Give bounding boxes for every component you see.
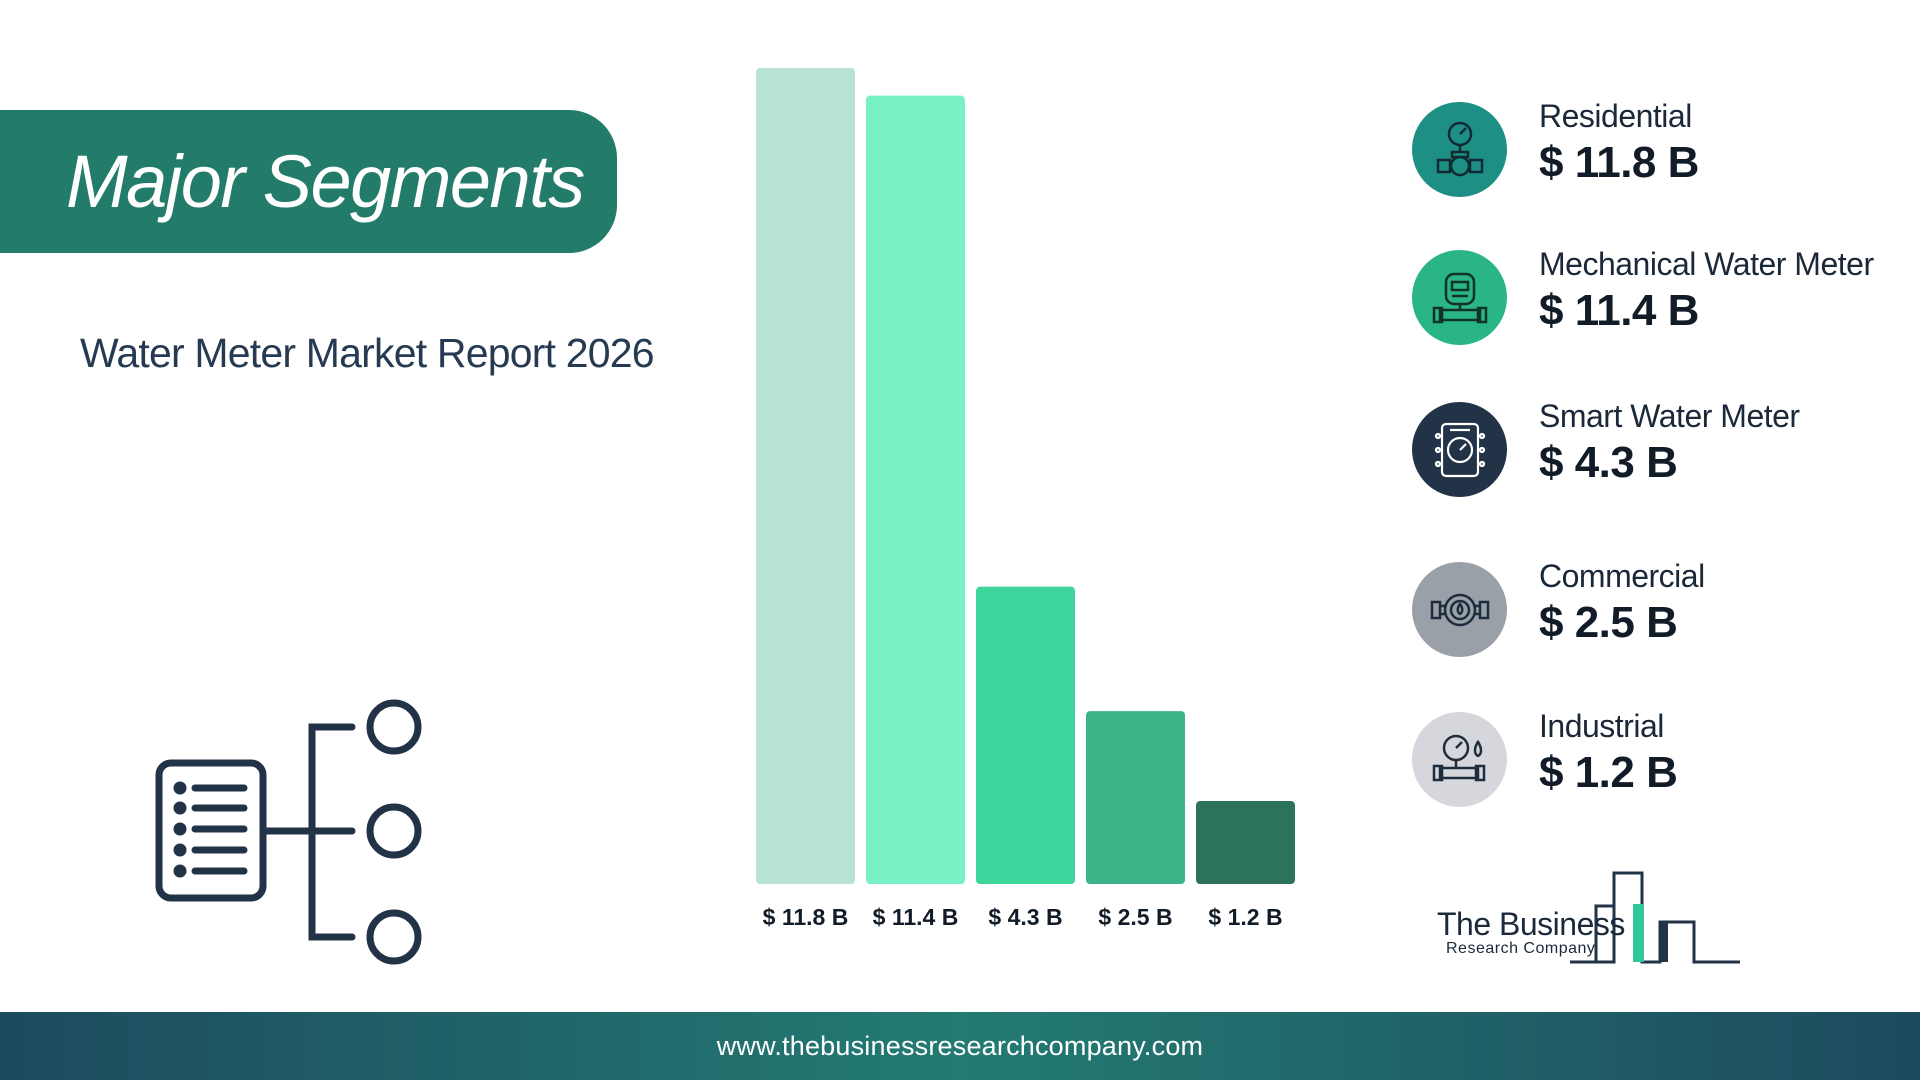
bar-value-label: $ 2.5 B xyxy=(1098,904,1172,930)
legend-value: $ 1.2 B xyxy=(1539,748,1678,797)
logo-text-line1: The Business xyxy=(1437,906,1625,942)
company-logo: The Business Research Company xyxy=(1432,870,1752,970)
legend-item-residential: Residential $ 11.8 B xyxy=(1412,98,1912,198)
bar-value-label: $ 4.3 B xyxy=(988,904,1062,930)
footer-bar: www.thebusinessresearchcompany.com xyxy=(0,1012,1920,1080)
legend-item-smart-water-meter: Smart Water Meter $ 4.3 B xyxy=(1412,398,1912,498)
smart-meter-icon xyxy=(1412,402,1507,497)
bar-value-label: $ 11.4 B xyxy=(873,904,959,930)
report-subtitle: Water Meter Market Report 2026 xyxy=(80,330,655,376)
legend-label: Smart Water Meter xyxy=(1539,398,1800,434)
chart-bar xyxy=(1196,801,1295,884)
title-banner: Major Segments xyxy=(0,110,617,253)
gauge-drop-icon xyxy=(1412,712,1507,807)
chart-bar xyxy=(1086,711,1185,884)
legend-label: Mechanical Water Meter xyxy=(1539,246,1874,282)
chart-bar xyxy=(756,68,855,884)
legend-item-mechanical-water-meter: Mechanical Water Meter $ 11.4 B xyxy=(1412,246,1912,346)
chart-bar xyxy=(866,95,965,885)
pressure-gauge-pipe-icon xyxy=(1412,102,1507,197)
legend-item-industrial: Industrial $ 1.2 B xyxy=(1412,708,1912,808)
legend-item-commercial: Commercial $ 2.5 B xyxy=(1412,558,1912,658)
legend-label: Industrial xyxy=(1539,708,1664,744)
logo-bars-icon xyxy=(1570,871,1740,964)
legend-value: $ 4.3 B xyxy=(1539,438,1678,487)
legend-value: $ 11.4 B xyxy=(1539,286,1699,335)
bar-value-label: $ 11.8 B xyxy=(763,904,849,930)
legend-value: $ 11.8 B xyxy=(1539,138,1699,187)
mechanical-meter-icon xyxy=(1412,250,1507,345)
logo-text-line2: Research Company xyxy=(1446,940,1596,957)
chart-bar xyxy=(976,586,1075,884)
page-title: Major Segments xyxy=(66,140,585,223)
segments-hierarchy-icon xyxy=(155,699,422,965)
bar-value-label: $ 1.2 B xyxy=(1208,904,1282,930)
legend-label: Commercial xyxy=(1539,558,1705,594)
legend-value: $ 2.5 B xyxy=(1539,598,1678,647)
website-link[interactable]: www.thebusinessresearchcompany.com xyxy=(716,1030,1204,1061)
legend-label: Residential xyxy=(1539,98,1692,134)
water-meter-icon xyxy=(1412,562,1507,657)
